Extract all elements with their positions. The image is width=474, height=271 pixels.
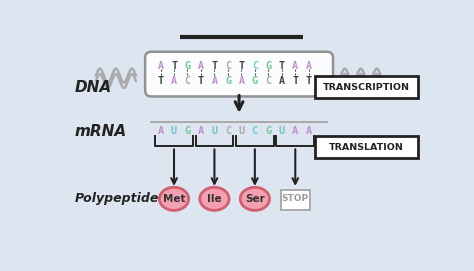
Text: T: T xyxy=(292,76,298,86)
Text: T: T xyxy=(157,76,164,86)
FancyBboxPatch shape xyxy=(315,76,418,98)
Text: TRANSLATION: TRANSLATION xyxy=(328,143,403,152)
Text: A: A xyxy=(279,76,285,86)
Text: A: A xyxy=(171,76,177,86)
Text: Met: Met xyxy=(163,194,185,204)
Text: A: A xyxy=(306,61,312,71)
Text: A: A xyxy=(157,126,164,136)
Text: G: G xyxy=(184,126,191,136)
Text: Polypeptide: Polypeptide xyxy=(74,192,159,205)
Text: T: T xyxy=(279,61,285,71)
Text: C: C xyxy=(252,61,258,71)
Text: G: G xyxy=(252,76,258,86)
Text: A: A xyxy=(211,76,218,86)
Text: DNA: DNA xyxy=(74,80,111,95)
Text: C: C xyxy=(225,61,231,71)
Text: G: G xyxy=(265,126,272,136)
FancyBboxPatch shape xyxy=(281,190,310,210)
Ellipse shape xyxy=(159,187,189,210)
Text: A: A xyxy=(292,61,298,71)
Text: A: A xyxy=(198,126,204,136)
Ellipse shape xyxy=(200,187,229,210)
Text: C: C xyxy=(225,126,231,136)
Text: A: A xyxy=(292,126,299,136)
Text: G: G xyxy=(184,61,191,71)
Text: A: A xyxy=(238,76,245,86)
Ellipse shape xyxy=(240,187,270,210)
Text: A: A xyxy=(157,61,164,71)
Text: C: C xyxy=(252,126,258,136)
Text: A: A xyxy=(306,126,312,136)
Text: TRANSCRIPTION: TRANSCRIPTION xyxy=(323,83,410,92)
Text: STOP: STOP xyxy=(282,194,309,203)
Text: U: U xyxy=(238,126,245,136)
Text: T: T xyxy=(198,76,204,86)
Text: T: T xyxy=(211,61,218,71)
Text: U: U xyxy=(171,126,177,136)
Text: mRNA: mRNA xyxy=(74,124,127,138)
Text: T: T xyxy=(306,76,312,86)
Text: G: G xyxy=(265,61,271,71)
Text: A: A xyxy=(198,61,204,71)
Text: C: C xyxy=(265,76,271,86)
Text: U: U xyxy=(279,126,285,136)
Text: Ile: Ile xyxy=(207,194,222,204)
Text: Ser: Ser xyxy=(245,194,265,204)
FancyBboxPatch shape xyxy=(315,137,418,158)
Text: T: T xyxy=(238,61,245,71)
Text: T: T xyxy=(171,61,177,71)
Text: C: C xyxy=(184,76,191,86)
Text: G: G xyxy=(225,76,231,86)
FancyBboxPatch shape xyxy=(145,52,333,96)
Text: U: U xyxy=(211,126,218,136)
